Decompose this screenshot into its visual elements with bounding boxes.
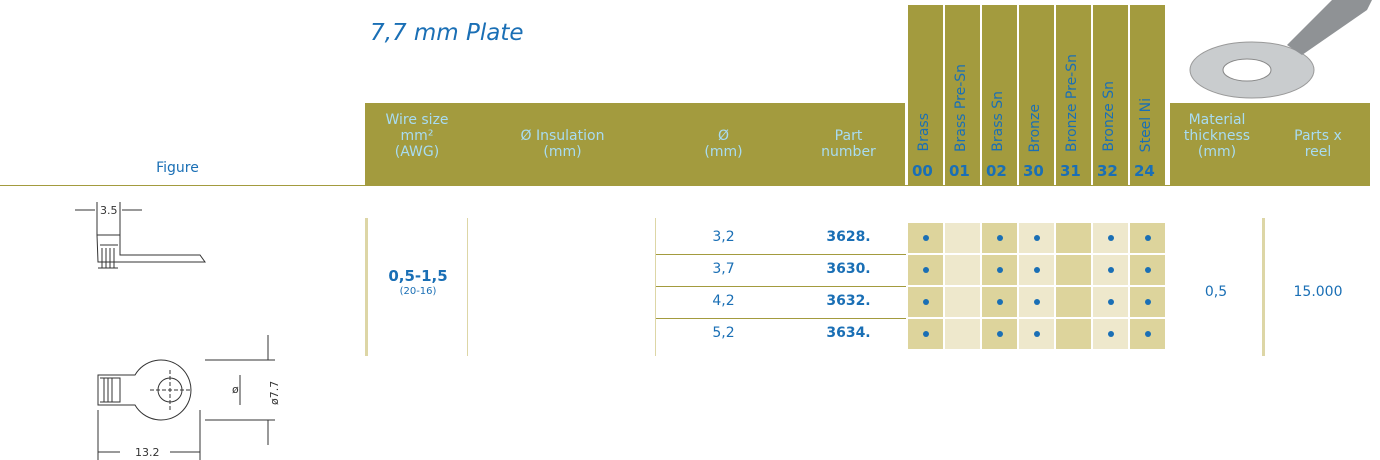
material-name: Steel Ni — [1138, 98, 1154, 152]
figure-header: Figure — [0, 160, 355, 176]
dimension: ø — [232, 383, 239, 396]
material-column — [1130, 5, 1165, 185]
availability-dot — [1034, 299, 1040, 305]
h: (mm) — [657, 144, 790, 160]
material-code: 24 — [1134, 162, 1155, 180]
separator — [655, 218, 656, 356]
availability-dot — [997, 235, 1003, 241]
wire-size: 0,5-1,5 — [368, 267, 468, 285]
insulation-header: Ø Insulation(mm) — [470, 128, 655, 160]
dimension: ø7.7 — [268, 381, 281, 405]
material-name: Bronze Sn — [1101, 81, 1117, 152]
material-cell — [1056, 223, 1091, 253]
material-column — [908, 5, 943, 185]
h: number — [792, 144, 905, 160]
material-code: 00 — [912, 162, 933, 180]
row-rule — [656, 254, 906, 255]
h: mm² — [367, 128, 467, 144]
diameter: 3,2 — [657, 229, 790, 245]
availability-dot — [1145, 235, 1151, 241]
h: Part — [792, 128, 905, 144]
parts-per-reel: 15.000 — [1266, 284, 1370, 300]
material-name: Brass Pre-Sn — [953, 64, 969, 152]
row-rule — [656, 318, 906, 319]
availability-dot — [1145, 331, 1151, 337]
material-cell — [945, 287, 980, 317]
material-name: Brass — [916, 113, 932, 152]
availability-dot — [923, 235, 929, 241]
material-code: 31 — [1060, 162, 1081, 180]
diameter: 5,2 — [657, 325, 790, 341]
h: Ø — [657, 128, 790, 144]
material-cell — [945, 255, 980, 285]
availability-dot — [1145, 267, 1151, 273]
h: (mm) — [1172, 144, 1262, 160]
availability-dot — [1034, 267, 1040, 273]
awg: (20-16) — [368, 286, 468, 297]
availability-dot — [997, 299, 1003, 305]
availability-dot — [1108, 235, 1114, 241]
page: 7,7 mm Plate Figure Wire sizemm²(AWG) Ø … — [0, 0, 1380, 460]
part-number: 3632. — [792, 293, 905, 309]
material-cell — [1056, 287, 1091, 317]
material-code: 02 — [986, 162, 1007, 180]
material-cell — [945, 223, 980, 253]
availability-dot — [1108, 331, 1114, 337]
h: thickness — [1172, 128, 1262, 144]
part-number: 3630. — [792, 261, 905, 277]
material-cell — [945, 319, 980, 349]
material-code: 01 — [949, 162, 970, 180]
h: Material — [1172, 112, 1262, 128]
title: 7,7 mm Plate — [370, 20, 524, 46]
material-code: 30 — [1023, 162, 1044, 180]
material-name: Brass Sn — [990, 91, 1006, 152]
diameter: 3,7 — [657, 261, 790, 277]
dimension: 3.5 — [100, 204, 118, 217]
h: reel — [1266, 144, 1370, 160]
material-name: Bronze — [1027, 104, 1043, 152]
part-number: 3634. — [792, 325, 905, 341]
availability-dot — [997, 331, 1003, 337]
availability-dot — [923, 331, 929, 337]
separator — [1262, 218, 1265, 356]
h: Wire size — [367, 112, 467, 128]
availability-dot — [923, 299, 929, 305]
availability-dot — [923, 267, 929, 273]
material-cell — [1056, 255, 1091, 285]
h: Ø Insulation — [470, 128, 655, 144]
diameter-header: Ø(mm) — [657, 128, 790, 160]
availability-dot — [1034, 331, 1040, 337]
row-rule — [656, 286, 906, 287]
dimension: 13.2 — [135, 446, 160, 459]
thickness: 0,5 — [1170, 284, 1262, 300]
h: Parts x — [1266, 128, 1370, 144]
material-name: Bronze Pre-Sn — [1064, 54, 1080, 152]
diameter: 4,2 — [657, 293, 790, 309]
h: (mm) — [470, 144, 655, 160]
product-photo — [1172, 0, 1372, 100]
part-number: 3628. — [792, 229, 905, 245]
h: (AWG) — [367, 144, 467, 160]
availability-dot — [1145, 299, 1151, 305]
material-cell — [1056, 319, 1091, 349]
material-code: 32 — [1097, 162, 1118, 180]
material-column — [1019, 5, 1054, 185]
availability-dot — [997, 267, 1003, 273]
header-rule — [0, 185, 1370, 186]
availability-dot — [1034, 235, 1040, 241]
figure-drawing: 3.5 13.2 ø ø7.7 — [0, 190, 360, 460]
availability-dot — [1108, 267, 1114, 273]
availability-dot — [1108, 299, 1114, 305]
